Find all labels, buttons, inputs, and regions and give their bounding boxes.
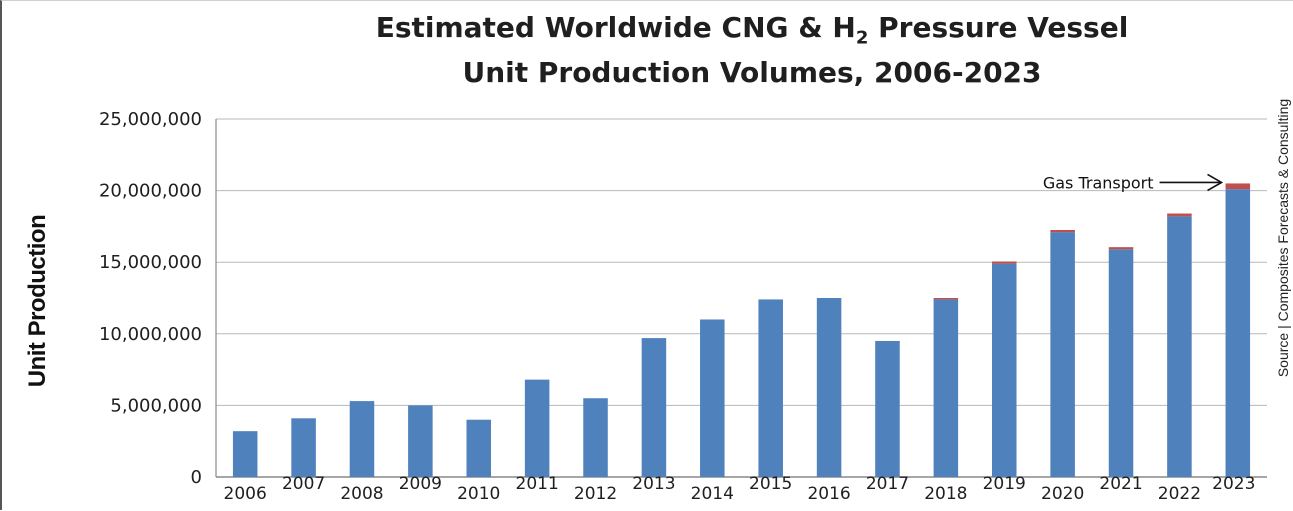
grid-lines <box>215 118 1267 478</box>
bar <box>816 298 842 477</box>
x-tick-label: 2013 <box>632 474 675 494</box>
x-tick-label: 2012 <box>574 484 617 504</box>
bar <box>1108 249 1134 477</box>
x-tick-label: 2016 <box>807 484 850 504</box>
x-tick-label: 2021 <box>1099 474 1142 494</box>
x-tick-labels: 2006 2007 2008 2009 2010 2011 2012 2013 2014 2015… <box>224 474 1256 504</box>
chart-title-line-1: Estimated Worldwide CNG & H2 Pressure Ve… <box>375 11 1129 49</box>
bar <box>1225 189 1251 477</box>
x-tick-label: 2010 <box>457 484 500 504</box>
x-tick-label: 2019 <box>983 474 1026 494</box>
bar-segment-gas-transport <box>1167 213 1192 217</box>
y-tick-label: 25,000,000 <box>99 109 202 130</box>
bar <box>291 418 316 477</box>
x-tick-label: 2015 <box>749 474 792 494</box>
bar <box>583 398 608 477</box>
y-tick-label: 20,000,000 <box>99 181 202 202</box>
bar <box>933 299 959 477</box>
bar-segment-gas-transport <box>1108 247 1134 250</box>
bar-segment-gas-transport <box>991 261 1017 264</box>
bar-segment-gas-transport <box>1225 183 1251 190</box>
chart-title-line-2: Unit Production Volumes, 2006-2023 <box>462 55 1042 89</box>
bar <box>758 299 783 477</box>
annotation-text: Gas Transport <box>1043 173 1154 192</box>
bar <box>524 379 550 477</box>
bar <box>875 340 900 477</box>
y-tick-label: 15,000,000 <box>99 252 202 273</box>
y-tick-label: 0 <box>191 467 202 488</box>
bar-segment-gas-transport <box>1050 229 1075 233</box>
bar <box>232 431 258 477</box>
bar <box>641 338 667 477</box>
bar <box>991 263 1017 477</box>
bar <box>1167 216 1192 477</box>
y-tick-label: 10,000,000 <box>99 324 202 345</box>
x-tick-label: 2007 <box>282 474 325 494</box>
x-tick-label: 2023 <box>1212 474 1255 494</box>
chart-title: Estimated Worldwide CNG & H2 Pressure Ve… <box>332 11 1172 90</box>
bar <box>700 319 725 477</box>
bar <box>1050 232 1075 477</box>
x-tick-label: 2020 <box>1041 484 1084 504</box>
annotation: Gas Transport <box>1043 173 1224 192</box>
x-tick-label: 2008 <box>340 484 383 504</box>
x-tick-label: 2014 <box>691 484 734 504</box>
y-tick-labels: 0 5,000,000 10,000,000 15,000,000 20,000,000… <box>99 109 202 488</box>
bars <box>232 183 1251 477</box>
bar <box>408 405 433 477</box>
bar <box>349 401 375 477</box>
x-tick-label: 2011 <box>516 474 559 494</box>
bar <box>466 419 492 477</box>
x-tick-label: 2022 <box>1158 484 1201 504</box>
annotation-arrow-head <box>1207 173 1224 192</box>
x-tick-label: 2018 <box>924 484 967 504</box>
x-tick-label: 2009 <box>399 474 442 494</box>
x-tick-label: 2017 <box>866 474 909 494</box>
x-tick-label: 2006 <box>224 484 267 504</box>
bar-segment-gas-transport <box>933 298 959 300</box>
y-tick-label: 5,000,000 <box>110 395 202 416</box>
